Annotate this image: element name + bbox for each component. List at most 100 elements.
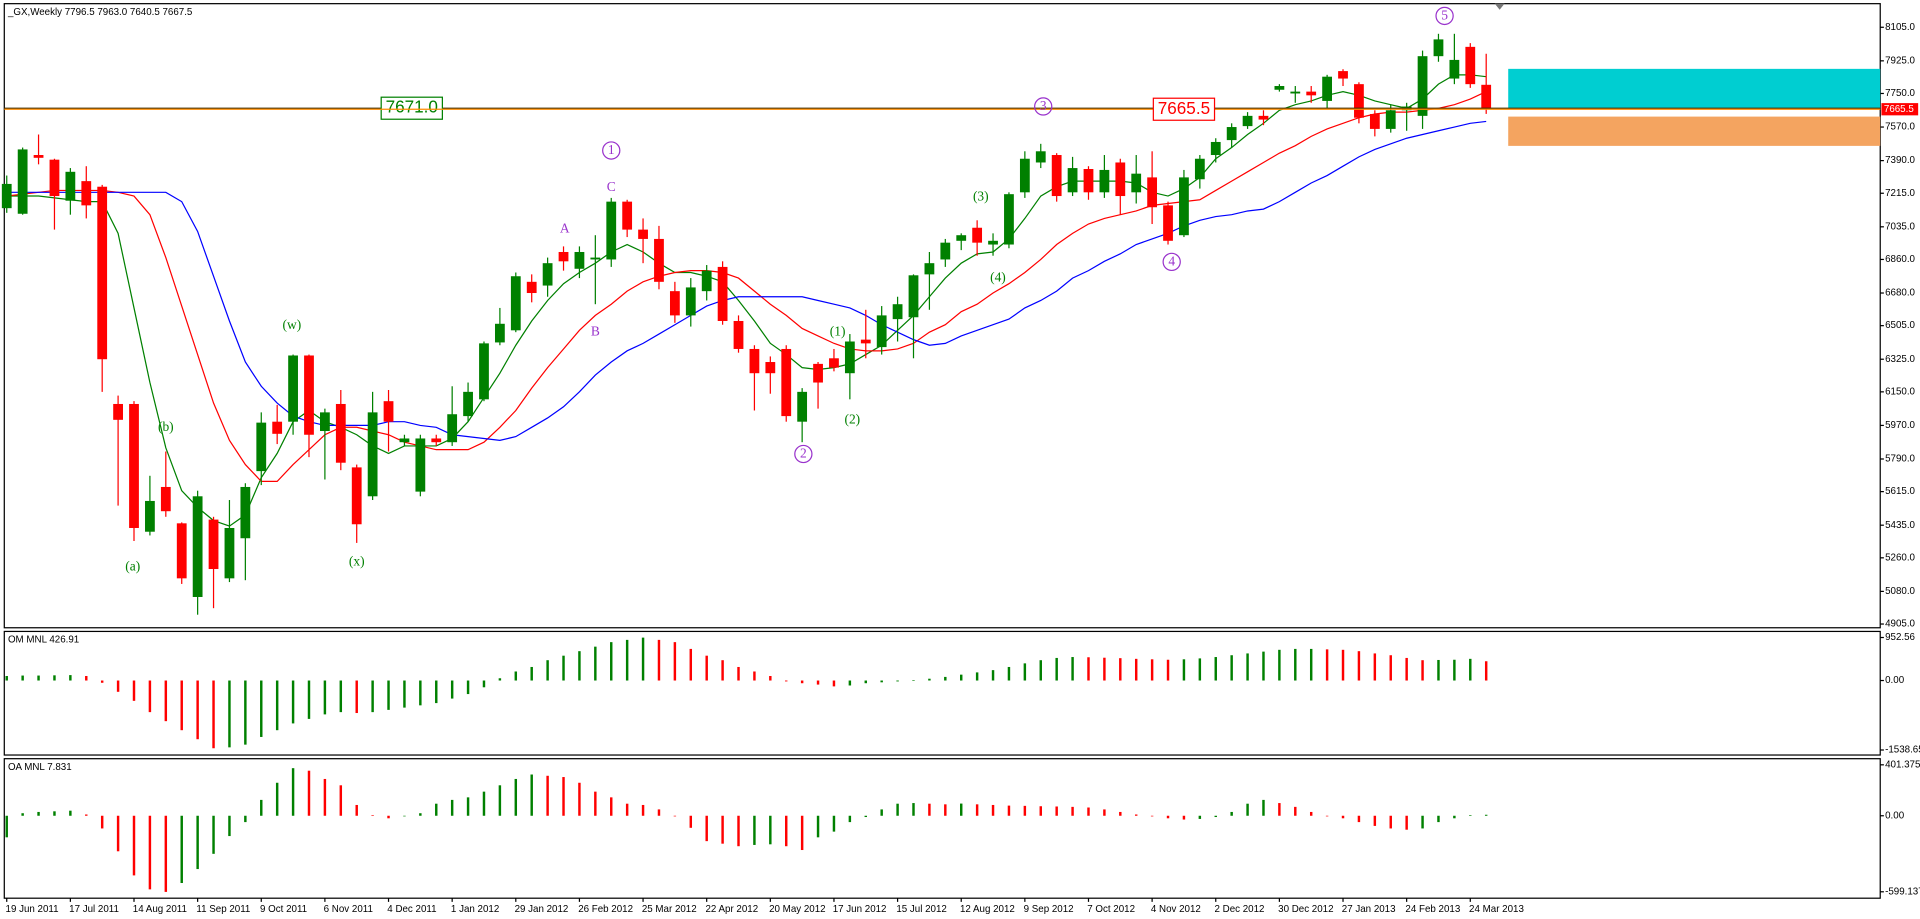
histogram-bar (37, 811, 40, 816)
x-tick-label: 17 Jul 2011 (69, 904, 119, 915)
candle-body (1067, 168, 1078, 193)
candle-body (1115, 162, 1126, 197)
candle-body (1385, 110, 1396, 129)
histogram-bar (769, 815, 772, 845)
histogram-bar (498, 678, 502, 681)
histogram-bar (975, 672, 979, 681)
histogram-bar (1166, 815, 1170, 819)
histogram-bar (721, 660, 724, 681)
candle-body (1194, 158, 1205, 180)
histogram-bar (339, 680, 343, 713)
histogram-bar (625, 639, 629, 681)
price-tag (1881, 103, 1919, 116)
candle-body (510, 276, 521, 331)
wave-circle (794, 444, 813, 464)
candle-body (1099, 169, 1110, 193)
y-tick-label: 7390.0 (1885, 155, 1915, 166)
candle-body (685, 287, 696, 316)
histogram-bar (1055, 657, 1058, 681)
target-zone (1508, 116, 1881, 146)
x-tick-label: 7 Oct 2012 (1087, 904, 1135, 915)
histogram-bar (69, 675, 72, 681)
histogram-bar (737, 815, 740, 847)
x-tick-label: 15 Jul 2012 (896, 904, 947, 915)
histogram-bar (275, 680, 279, 731)
histogram-bar (816, 680, 820, 685)
price-tag-label: 7665.5 (1884, 104, 1914, 115)
histogram-bar (1294, 648, 1297, 681)
histogram-bar (1023, 663, 1027, 681)
histogram-bar (1325, 815, 1329, 817)
histogram-bar (387, 815, 390, 819)
histogram-bar (1437, 815, 1440, 823)
histogram-bar (260, 799, 263, 816)
candle-body (1290, 91, 1301, 94)
candle-body (574, 251, 585, 269)
histogram-bar (212, 815, 215, 854)
histogram-bar (371, 815, 374, 816)
histogram-bar (69, 810, 72, 816)
x-tick-label: 4 Nov 2012 (1151, 904, 1201, 915)
candle-body (876, 315, 887, 348)
candle-body (97, 186, 108, 360)
histogram-bar (37, 675, 40, 681)
histogram-bar (689, 815, 693, 828)
histogram-bar (1373, 653, 1377, 681)
histogram-bar (673, 815, 677, 817)
histogram-bar (737, 666, 740, 681)
candle-body (160, 486, 171, 512)
histogram-bar (1405, 657, 1408, 681)
histogram-bar (928, 803, 931, 816)
histogram-bar (753, 815, 756, 845)
histogram-bar (960, 674, 963, 681)
histogram-bar (625, 803, 629, 816)
histogram-bar (1453, 815, 1456, 819)
wave-label: (2) (844, 411, 860, 426)
histogram-bar (785, 815, 788, 847)
y-tick-label: 0.00 (1885, 675, 1905, 686)
x-tick-label: 25 Mar 2012 (642, 904, 697, 915)
histogram-bar (1421, 660, 1424, 681)
histogram-bar (546, 660, 549, 681)
wave-label: 1 (608, 142, 615, 157)
candle-body (908, 275, 919, 318)
x-tick-label: 9 Oct 2011 (260, 904, 307, 915)
candle-body (399, 438, 410, 443)
histogram-bar (1214, 657, 1217, 681)
histogram-bar (1357, 651, 1361, 681)
candle-body (1004, 194, 1014, 245)
candle-body (1338, 71, 1348, 79)
candle-body (1179, 177, 1189, 236)
candle-body (479, 343, 489, 400)
histogram-bar (705, 815, 708, 842)
histogram-bar (1150, 815, 1154, 817)
histogram-bar (164, 680, 168, 722)
histogram-bar (1198, 815, 1202, 819)
y-tick-label: 6680.0 (1885, 288, 1915, 299)
histogram-bar (53, 675, 56, 681)
histogram-bar (991, 804, 995, 816)
candle-body (526, 281, 537, 294)
candle-body (988, 240, 998, 245)
candle-body (606, 201, 617, 260)
wave-label: A (560, 221, 570, 236)
histogram-bar (1262, 651, 1265, 681)
histogram-bar (5, 815, 8, 838)
candle-body (813, 363, 823, 383)
histogram-bar (530, 774, 533, 816)
x-tick-label: 11 Sep 2011 (196, 904, 250, 915)
histogram-bar (1373, 815, 1377, 826)
wave-circle (602, 141, 621, 160)
candle-body (829, 358, 839, 368)
wave-label: (1) (830, 323, 846, 338)
candle-body (1322, 76, 1333, 101)
y-tick-label: 4905.0 (1885, 619, 1915, 630)
y-tick-label: 6150.0 (1885, 386, 1915, 397)
candle-body (463, 391, 473, 417)
x-tick-label: 22 Apr 2012 (705, 904, 758, 915)
histogram-bar (832, 815, 836, 832)
candle-body (49, 159, 60, 197)
histogram-bar (641, 637, 645, 681)
candle-body (765, 362, 776, 374)
